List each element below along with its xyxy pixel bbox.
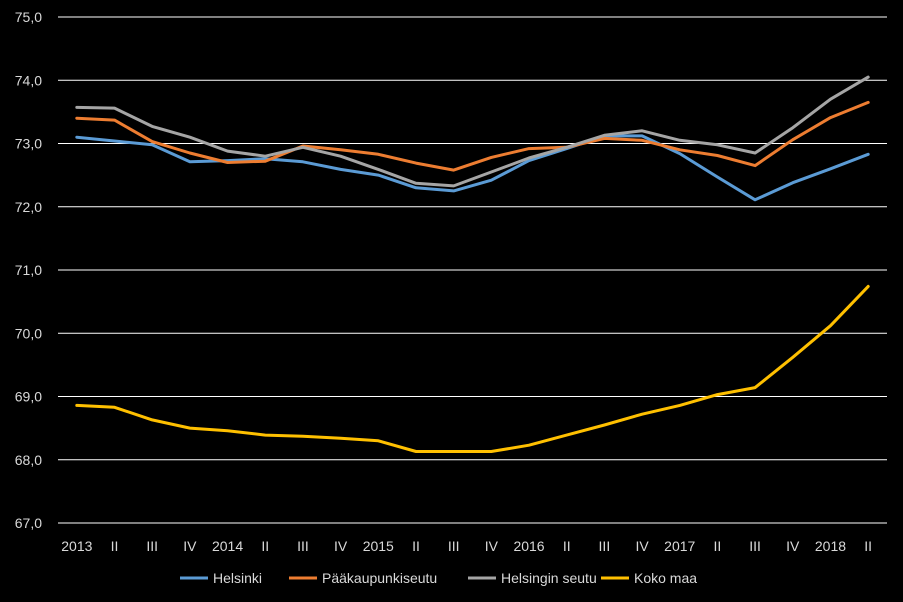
x-tick-label: 2018 [815,538,846,554]
x-tick-label: III [297,538,309,554]
x-tick-label: IV [786,538,800,554]
x-tick-label: IV [183,538,197,554]
x-tick-label: 2016 [513,538,544,554]
x-axis-ticks: 2013 II III IV 2014 II III IV 2015 II III IV 2016 II I… [61,538,872,554]
x-tick-label: II [563,538,571,554]
series-line-helsinki [75,134,870,202]
gridlines [58,16,887,524]
series-line-helsingin-seutu [75,75,870,188]
x-tick-label: IV [334,538,348,554]
x-tick-label: 2013 [61,538,92,554]
y-tick-label: 73,0 [15,136,42,152]
y-tick-label: 68,0 [15,452,42,468]
x-tick-label: II [261,538,269,554]
legend: Helsinki Pääkaupunkiseutu Helsingin seutu K… [180,570,697,586]
x-tick-label: III [146,538,158,554]
y-tick-label: 75,0 [15,9,42,25]
y-tick-label: 70,0 [15,325,42,341]
y-tick-label: 69,0 [15,389,42,405]
x-tick-label: 2017 [664,538,695,554]
series-line-koko-maa [75,284,870,453]
y-axis-ticks: 67,0 68,0 69,0 70,0 71,0 72,0 73,0 74,0 75,0 [15,9,42,531]
series-line-p-kaupunkiseutu [75,100,870,172]
legend-label: Helsingin seutu [501,570,597,586]
y-tick-label: 74,0 [15,72,42,88]
series-lines [75,75,870,453]
x-tick-label: II [714,538,722,554]
x-tick-label: III [599,538,611,554]
x-tick-label: II [412,538,420,554]
legend-label: Koko maa [634,570,697,586]
y-tick-label: 67,0 [15,515,42,531]
x-tick-label: IV [635,538,649,554]
legend-label: Pääkaupunkiseutu [322,570,437,586]
x-tick-label: III [448,538,460,554]
legend-label: Helsinki [213,570,262,586]
x-tick-label: II [864,538,872,554]
x-tick-label: IV [485,538,499,554]
y-tick-label: 72,0 [15,199,42,215]
x-tick-label: III [749,538,761,554]
x-tick-label: 2015 [363,538,394,554]
x-tick-label: II [111,538,119,554]
x-tick-label: 2014 [212,538,243,554]
y-tick-label: 71,0 [15,262,42,278]
